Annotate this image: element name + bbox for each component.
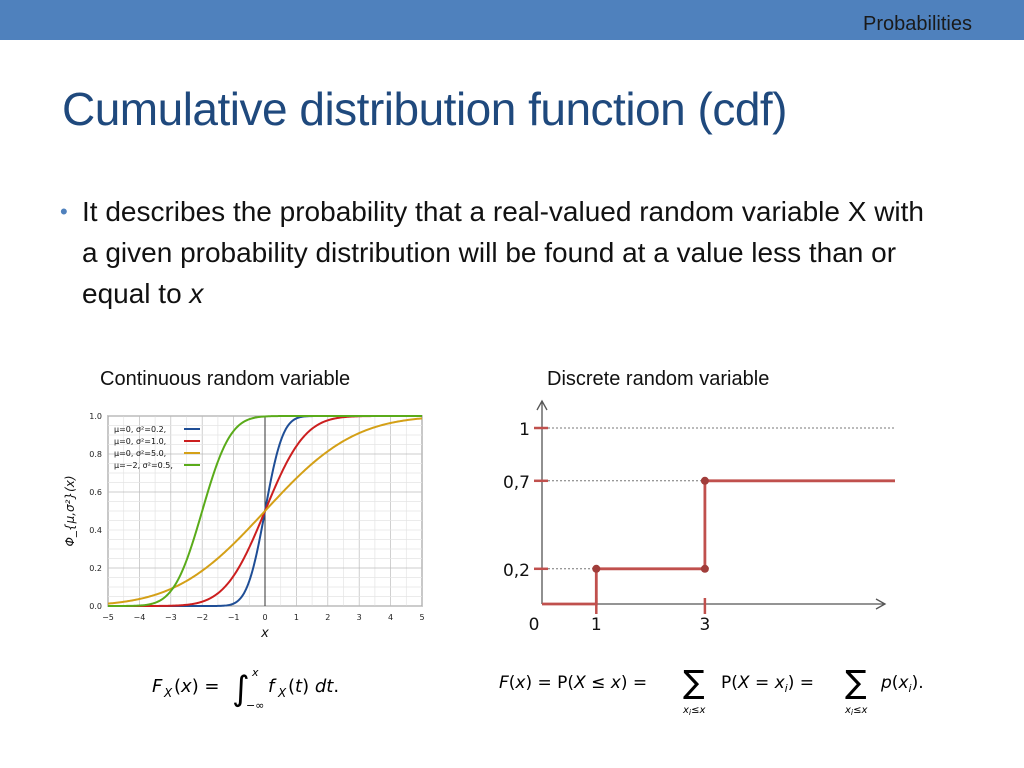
bullet-point: • It describes the probability that a re…	[60, 191, 930, 314]
series-line-4	[108, 415, 422, 607]
y-tick-label: 1	[519, 420, 530, 440]
continuous-label: Continuous random variable	[100, 368, 351, 390]
y-tick-label: 0.4	[89, 526, 102, 535]
step-point	[592, 564, 601, 573]
x-tick-label: −3	[165, 613, 177, 622]
legend-entry-3: μ=0, σ²=5.0,	[114, 449, 166, 458]
discrete-label: Discrete random variable	[547, 368, 770, 390]
discrete-cdf-chart: 0,20,710137	[503, 399, 895, 635]
svg-text:F: F	[152, 676, 163, 697]
svg-text:f: f	[268, 676, 277, 697]
step-point	[700, 476, 709, 485]
step-point-end	[700, 564, 709, 573]
continuous-formula-glyphs: F X (x) = ∫ x −∞ f X (t) dt.	[152, 666, 339, 712]
svg-text:−∞: −∞	[246, 699, 264, 712]
svg-text:(t) dt.: (t) dt.	[288, 676, 339, 697]
x-tick-label: 3	[357, 613, 362, 622]
x-tick-label: −1	[228, 613, 240, 622]
x-axis-arrow-icon	[875, 598, 887, 610]
x-tick-label: 1	[294, 613, 299, 622]
x-tick-label: 4	[388, 613, 393, 622]
y-tick-label: 0.6	[89, 488, 102, 497]
svg-text:(x) =: (x) =	[174, 676, 220, 697]
y-tick-label: 1.0	[89, 412, 102, 421]
x-tick-label: 1	[591, 615, 602, 635]
y-axis-label: Φ_{μ,σ²}(x)	[63, 475, 77, 546]
legend-entry-4: μ=−2, σ²=0.5,	[114, 461, 173, 470]
svg-text:p(xi).: p(xi).	[880, 673, 924, 695]
legend-entry-1: μ=0, σ²=0.2,	[114, 425, 166, 434]
y-tick-label: 0,7	[503, 473, 530, 493]
y-tick-label: 0.0	[89, 602, 102, 611]
x-tick-label: 2	[325, 613, 330, 622]
step-line	[542, 479, 895, 606]
bullet-text-main: It describes the probability that a real…	[82, 196, 924, 309]
y-tick-label: 0.8	[89, 450, 102, 459]
svg-text:x: x	[251, 666, 259, 679]
x-axis-label: x	[260, 626, 269, 641]
legend-entry-2: μ=0, σ²=1.0,	[114, 437, 166, 446]
x-tick-label: −5	[102, 613, 114, 622]
bullet-dot-icon: •	[60, 199, 68, 224]
section-title: Probabilities	[863, 13, 972, 35]
series-line-3	[107, 417, 423, 605]
svg-text:∑: ∑	[845, 663, 867, 701]
y-tick-label: 0,2	[503, 561, 530, 581]
y-tick-label: 0.2	[89, 564, 102, 573]
bullet-variable: x	[189, 278, 204, 309]
header-bar: Probabilities	[0, 0, 1024, 40]
svg-text:xi≤x: xi≤x	[682, 705, 706, 717]
svg-text:∫: ∫	[232, 669, 250, 709]
svg-text:xi≤x: xi≤x	[844, 705, 868, 717]
discrete-formula-glyphs: F(x) = P(X ≤ x) = ∑ xi≤x P(X = xi) = ∑ x…	[499, 663, 924, 717]
bullet-text: It describes the probability that a real…	[82, 191, 930, 314]
x-tick-label: 3	[699, 615, 710, 635]
svg-text:F(x) = P(X ≤ x) =: F(x) = P(X ≤ x) =	[499, 673, 647, 693]
x-tick-label: 0	[529, 615, 540, 635]
svg-text:P(X = xi) =: P(X = xi) =	[721, 673, 814, 695]
x-tick-label: −2	[196, 613, 208, 622]
continuous-formula: F_X(x) = ∫_{−∞}^{x} f_X(t) dt. F X (x) =…	[150, 662, 370, 712]
x-tick-label: −4	[134, 613, 146, 622]
x-tick-label: 0	[262, 613, 267, 622]
svg-text:X: X	[277, 686, 287, 700]
continuous-cdf-chart: −5 −4 −3 −2 −1 0 1 2 3 4 5 0.0 0.2 0.4 0.6 0.8 1.0 x Φ_{μ,…	[63, 412, 425, 641]
svg-text:∑: ∑	[683, 663, 705, 701]
discrete-formula: F(x) = P(X ≤ x) = ∑_{x_i≤x} P(X = x_i) =…	[497, 660, 952, 720]
y-axis-arrow-icon	[536, 399, 548, 411]
slide-title: Cumulative distribution function (cdf)	[62, 83, 788, 135]
svg-text:X: X	[163, 686, 173, 700]
x-tick-label: 5	[419, 613, 424, 622]
